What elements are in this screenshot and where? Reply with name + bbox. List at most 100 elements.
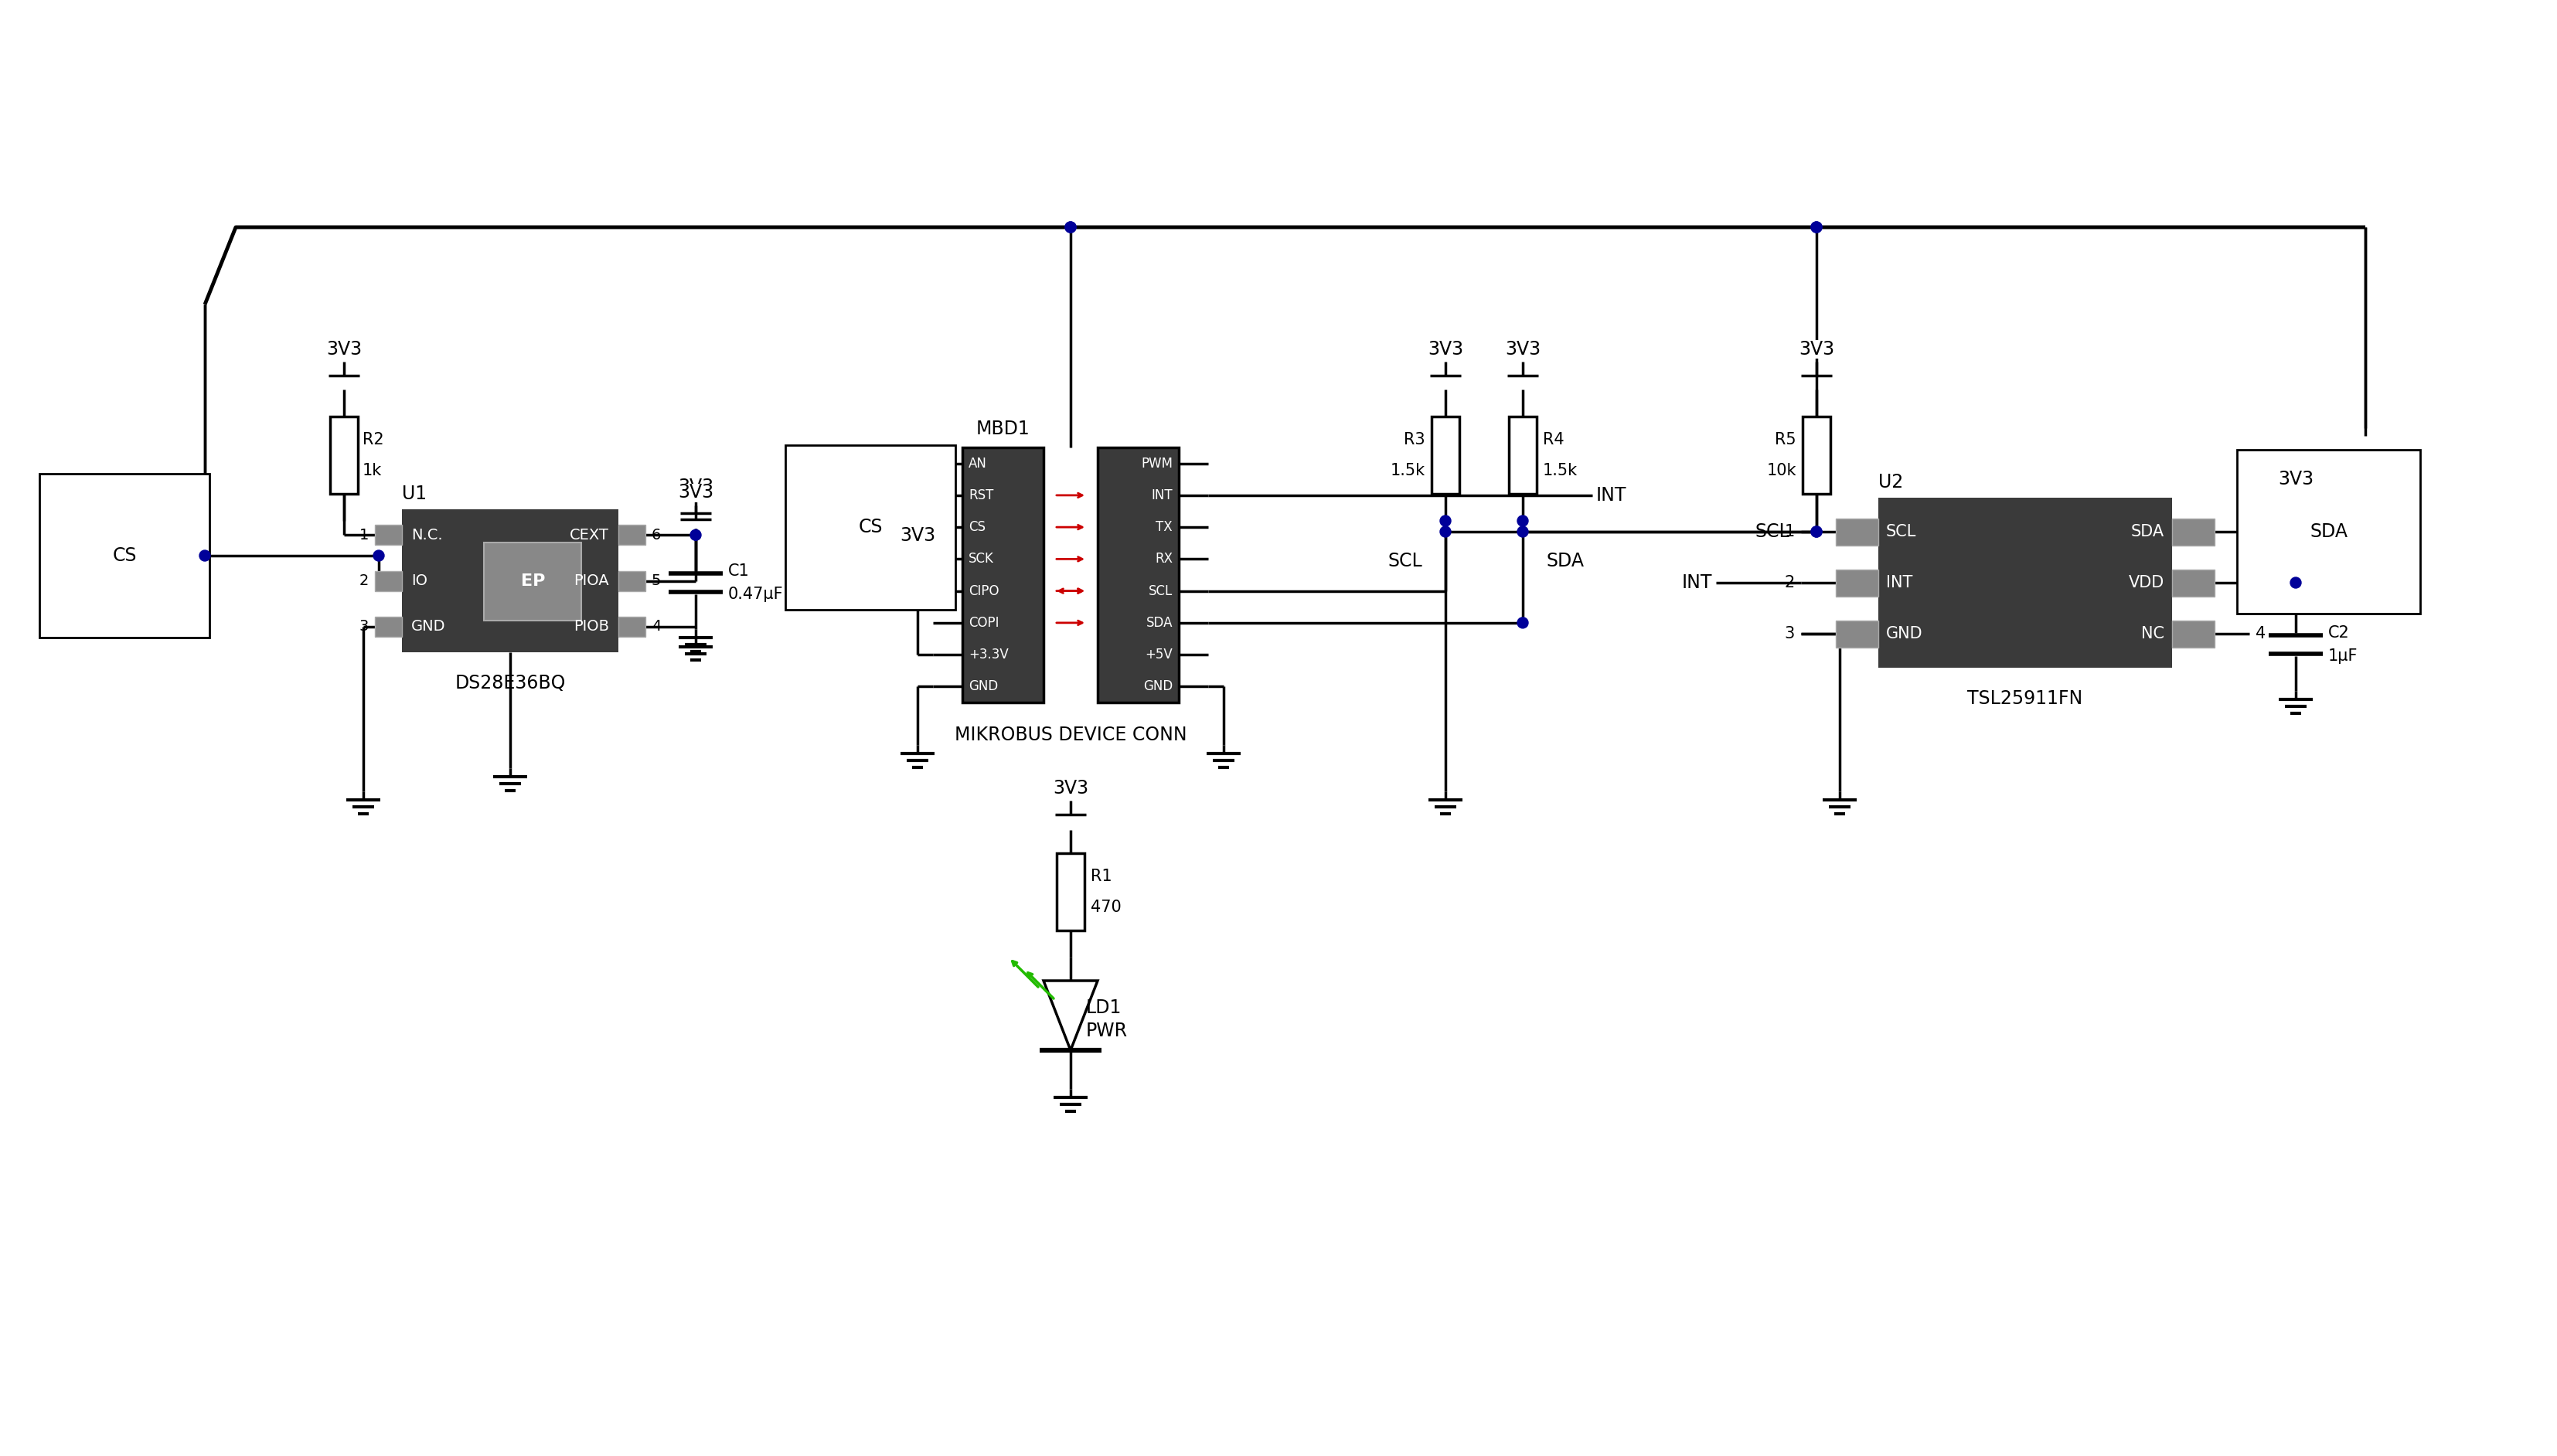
Text: SDA: SDA [2130,524,2163,539]
Text: SCL: SCL [1388,552,1422,571]
Text: PWM: PWM [1140,456,1174,470]
Circle shape [690,530,701,540]
Text: C1: C1 [729,563,749,579]
Bar [1432,416,1460,494]
Circle shape [373,550,384,561]
Text: GND: GND [1143,680,1174,693]
Text: U1: U1 [401,485,427,504]
Circle shape [199,550,210,561]
Bar [1509,416,1537,494]
Text: 6: 6 [652,527,662,543]
Text: INT: INT [1151,488,1174,502]
Text: AN: AN [969,456,987,470]
Text: 0.47μF: 0.47μF [729,587,782,601]
Text: 3V3: 3V3 [1798,341,1833,358]
Text: CS: CS [113,546,138,565]
Text: CS: CS [969,520,984,534]
Text: 1.5k: 1.5k [1542,463,1578,479]
Text: 1.5k: 1.5k [1391,463,1424,479]
Text: +5V: +5V [1146,648,1174,661]
Text: 3V3: 3V3 [1427,341,1463,358]
Text: VDD: VDD [2127,575,2163,591]
Bar [1836,620,1879,648]
Text: GND: GND [1887,626,1923,642]
Bar [376,616,401,636]
Bar [1836,518,1879,545]
Text: SDA: SDA [1547,552,1583,571]
Bar [961,447,1043,702]
Text: 1: 1 [1785,524,1795,539]
Text: 3V3: 3V3 [900,527,936,545]
Text: 470: 470 [1092,900,1123,914]
Text: 5: 5 [652,574,662,588]
Bar [376,526,401,545]
Circle shape [1516,515,1529,526]
Text: 3V3: 3V3 [327,341,361,358]
Circle shape [1810,526,1823,537]
Text: R4: R4 [1542,432,1565,447]
Text: R3: R3 [1404,432,1424,447]
Text: MIKROBUS DEVICE CONN: MIKROBUS DEVICE CONN [954,725,1186,744]
Text: 4: 4 [2255,626,2266,642]
Circle shape [1066,221,1076,233]
Text: RST: RST [969,488,995,502]
Text: PWR: PWR [1087,1022,1128,1040]
Text: SCL: SCL [1887,524,1918,539]
Text: RX: RX [1156,552,1174,566]
Text: 3V3: 3V3 [2278,470,2314,488]
Text: NC: NC [2140,626,2163,642]
Text: PIOA: PIOA [573,574,609,588]
Circle shape [1516,617,1529,628]
Text: 3: 3 [1785,626,1795,642]
Bar [330,416,358,494]
Text: INT: INT [1683,574,1713,593]
Bar [401,510,619,652]
Text: +3.3V: +3.3V [969,648,1007,661]
Bar [2171,518,2214,545]
Text: 2: 2 [358,574,368,588]
Text: R5: R5 [1775,432,1798,447]
Circle shape [1516,526,1529,537]
Text: TX: TX [1156,520,1174,534]
Text: PIOB: PIOB [573,619,609,633]
Text: SCK: SCK [969,552,995,566]
Text: INT: INT [1596,486,1626,505]
Text: SCL: SCL [1754,523,1790,542]
Text: 6: 6 [2255,524,2266,539]
Bar [619,571,644,591]
Text: 3V3: 3V3 [678,483,713,502]
Bar [2171,620,2214,648]
Circle shape [1440,515,1450,526]
Bar [1879,498,2171,668]
Text: R1: R1 [1092,869,1112,884]
Text: IO: IO [412,574,427,588]
Text: C2: C2 [2329,625,2350,641]
Text: INT: INT [1887,575,1913,591]
Text: 1: 1 [358,527,368,543]
Bar [2171,569,2214,597]
Bar [1056,853,1084,930]
Text: 1k: 1k [363,463,381,479]
Text: 10k: 10k [1767,463,1798,479]
Bar [1097,447,1179,702]
Text: CIPO: CIPO [969,584,1000,598]
Text: EP: EP [522,574,545,590]
Text: N.C.: N.C. [412,527,442,543]
Text: CS: CS [859,518,882,536]
Text: CEXT: CEXT [570,527,609,543]
Text: GND: GND [969,680,997,693]
Bar [1836,569,1879,597]
Text: SDA: SDA [1146,616,1174,630]
Text: DS28E36BQ: DS28E36BQ [455,674,565,693]
Text: MBD1: MBD1 [977,419,1030,438]
Text: U2: U2 [1879,473,1902,492]
Circle shape [1810,221,1823,233]
Text: 5: 5 [2255,575,2266,591]
Bar [1803,416,1831,494]
Text: SCL: SCL [1148,584,1174,598]
Text: 3V3: 3V3 [1053,779,1089,798]
Circle shape [1440,526,1450,537]
Text: LD1: LD1 [1087,999,1123,1018]
Text: 3V3: 3V3 [678,478,713,496]
Circle shape [2291,577,2301,588]
